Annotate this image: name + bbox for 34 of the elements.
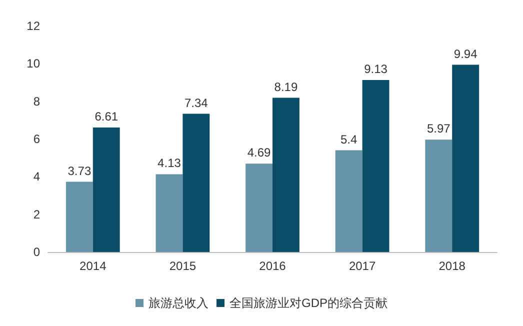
data-label: 5.97 xyxy=(426,122,451,136)
y-tick-label: 8 xyxy=(33,94,40,108)
x-tick-label: 2014 xyxy=(80,259,107,273)
y-tick-label: 2 xyxy=(33,207,40,222)
data-label: 4.13 xyxy=(158,156,182,170)
y-tick-label: 4 xyxy=(33,170,40,184)
bar xyxy=(246,164,272,252)
x-tick-label: 2016 xyxy=(259,259,286,273)
data-label: 7.34 xyxy=(184,96,208,110)
bar xyxy=(182,114,210,252)
data-label: 4.69 xyxy=(247,146,272,160)
y-tick-label: 6 xyxy=(33,132,40,146)
legend-label: 旅游总收入 xyxy=(148,296,208,310)
y-tick-label: 0 xyxy=(33,245,40,259)
legend-label: 全国旅游业对GDP的综合贡献 xyxy=(230,296,388,310)
bar xyxy=(92,128,120,252)
x-tick-label: 2017 xyxy=(348,259,376,273)
data-label: 6.61 xyxy=(94,110,118,124)
bar xyxy=(452,64,480,252)
bar xyxy=(425,140,452,252)
bar xyxy=(272,98,300,252)
y-tick-label: 10 xyxy=(26,56,40,71)
data-label: 3.73 xyxy=(68,164,92,178)
data-label: 5.4 xyxy=(340,132,358,146)
bar xyxy=(66,182,93,252)
bar xyxy=(156,174,183,252)
x-tick-label: 2018 xyxy=(438,259,466,273)
data-label: 9.94 xyxy=(454,46,478,61)
data-label: 8.19 xyxy=(274,80,298,94)
bar xyxy=(335,150,362,252)
bar xyxy=(362,80,390,252)
x-tick-label: 2015 xyxy=(169,259,196,273)
y-tick-label: 12 xyxy=(26,19,40,33)
data-label: 9.13 xyxy=(364,62,388,76)
